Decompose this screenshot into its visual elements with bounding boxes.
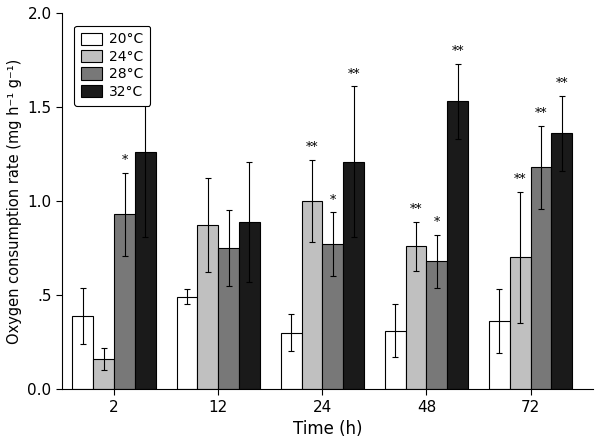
Text: **: ** <box>410 203 422 216</box>
Bar <box>73 316 93 389</box>
Bar <box>302 201 322 389</box>
Bar <box>510 258 530 389</box>
Bar <box>281 333 302 389</box>
Bar <box>427 261 447 389</box>
Bar <box>93 359 114 389</box>
Bar <box>551 134 572 389</box>
Text: **: ** <box>535 107 547 120</box>
Text: **: ** <box>556 77 568 90</box>
Text: *: * <box>121 154 128 167</box>
Text: **: ** <box>514 173 526 186</box>
Bar <box>489 321 510 389</box>
Bar <box>114 214 135 389</box>
Bar <box>197 226 218 389</box>
Y-axis label: Oxygen consumption rate (mg h⁻¹ g⁻¹): Oxygen consumption rate (mg h⁻¹ g⁻¹) <box>7 58 22 344</box>
Bar <box>385 331 406 389</box>
Text: *: * <box>434 216 440 229</box>
X-axis label: Time (h): Time (h) <box>293 420 362 438</box>
Text: **: ** <box>305 141 318 154</box>
Legend: 20°C, 24°C, 28°C, 32°C: 20°C, 24°C, 28°C, 32°C <box>74 25 151 106</box>
Text: **: ** <box>139 49 152 62</box>
Bar <box>530 167 551 389</box>
Bar <box>135 152 156 389</box>
Bar <box>343 162 364 389</box>
Text: *: * <box>329 194 336 206</box>
Bar <box>218 248 239 389</box>
Bar <box>447 101 468 389</box>
Bar <box>239 222 260 389</box>
Text: **: ** <box>347 68 360 81</box>
Text: **: ** <box>451 45 464 58</box>
Bar <box>322 244 343 389</box>
Bar <box>176 297 197 389</box>
Bar <box>406 246 427 389</box>
